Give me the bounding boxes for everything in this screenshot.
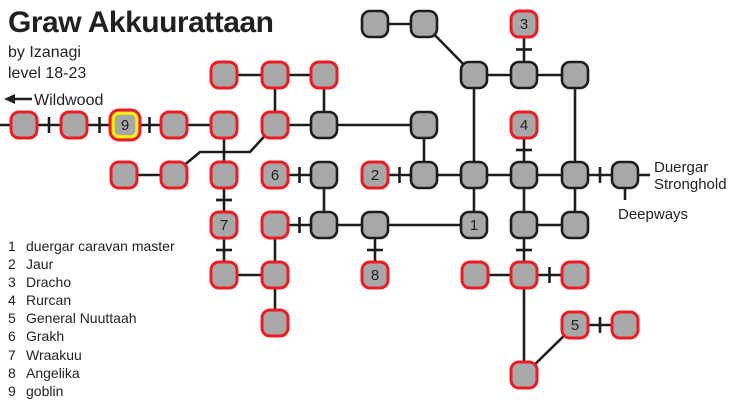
legend-item-number: 4 <box>8 292 16 309</box>
room <box>560 60 590 90</box>
room <box>309 60 339 90</box>
room <box>159 110 189 140</box>
legend-item-name: goblin <box>26 382 64 399</box>
label-wildwood: Wildwood <box>34 92 103 109</box>
room-number-label: 5 <box>571 317 579 334</box>
room <box>610 310 640 340</box>
legend: 1 duergar caravan master 2 Jaur 3 Dracho 4 Rurc… <box>8 237 175 400</box>
room-2 <box>360 160 390 190</box>
room-number-label: 2 <box>371 167 379 184</box>
room <box>260 110 290 140</box>
room-number-label: 3 <box>520 16 528 33</box>
room <box>459 160 489 190</box>
legend-item-number: 1 <box>8 238 16 254</box>
room <box>360 210 390 240</box>
room <box>509 360 539 390</box>
legend-item-name: Jaur <box>26 256 54 273</box>
room-6 <box>260 160 290 190</box>
label-duergar-1: Duergar <box>654 159 708 176</box>
room <box>509 60 539 90</box>
legend-item-name: Grakh <box>26 328 65 345</box>
legend-item-number: 8 <box>8 364 16 381</box>
room <box>159 160 189 190</box>
room-1 <box>459 210 489 240</box>
legend-item: 8 Angelika <box>8 364 175 382</box>
label-duergar-2: Stronghold <box>654 176 727 193</box>
map-author: by Izanagi <box>8 44 81 61</box>
room-number-label: 6 <box>271 167 279 184</box>
room-number-label: 9 <box>121 117 129 134</box>
room-5 <box>560 310 590 340</box>
legend-item-number: 5 <box>8 310 16 327</box>
room <box>260 308 290 338</box>
room <box>509 260 539 290</box>
legend-item: 1 duergar caravan master <box>8 237 175 255</box>
room-7 <box>209 210 239 240</box>
legend-item-name: Dracho <box>26 274 72 291</box>
room <box>309 160 339 190</box>
bent-corridor <box>175 128 272 173</box>
room <box>109 160 139 190</box>
legend-item-name: General Nuuttaah <box>26 310 137 327</box>
room <box>209 60 239 90</box>
legend-item: 2 Jaur <box>8 255 175 273</box>
room-4 <box>509 110 539 140</box>
room <box>509 160 539 190</box>
legend-item-number: 9 <box>8 382 16 399</box>
legend-item-number: 6 <box>8 328 16 345</box>
room <box>209 160 239 190</box>
room <box>409 160 439 190</box>
room-8 <box>360 260 390 290</box>
room <box>459 60 489 90</box>
room <box>209 110 239 140</box>
legend-item: 6 Grakh <box>8 327 175 345</box>
room <box>560 210 590 240</box>
room-3 <box>509 9 539 39</box>
wildwood-arrow-head <box>4 94 15 104</box>
room-9 <box>108 108 142 142</box>
legend-item: 9 goblin <box>8 382 175 400</box>
room-number-label: 8 <box>371 267 379 284</box>
room <box>509 210 539 240</box>
room <box>260 210 290 240</box>
room-number-label: 7 <box>220 217 228 234</box>
room <box>560 260 590 290</box>
legend-item: 3 Dracho <box>8 273 175 291</box>
legend-item-number: 7 <box>8 346 16 363</box>
legend-item-number: 2 <box>8 256 16 273</box>
legend-item: 5 General Nuuttaah <box>8 309 175 327</box>
room <box>260 260 290 290</box>
legend-item-number: 3 <box>8 274 16 291</box>
goblin-room-yellow-ring <box>111 111 139 139</box>
room <box>209 260 239 290</box>
room <box>59 110 89 140</box>
map-header: Graw Akkuurattaan by Izanagi level 18-23 <box>8 4 274 84</box>
room <box>360 9 390 39</box>
room <box>409 110 439 140</box>
legend-item-name: duergar caravan master <box>26 238 175 254</box>
legend-item-name: Wraakuu <box>26 346 82 363</box>
room <box>309 210 339 240</box>
room <box>560 160 590 190</box>
room <box>610 160 640 190</box>
room <box>460 260 490 290</box>
room <box>260 60 290 90</box>
room <box>9 110 39 140</box>
label-deepways: Deepways <box>618 206 688 223</box>
room <box>309 110 339 140</box>
room <box>409 9 439 39</box>
room-number-label: 4 <box>520 117 528 134</box>
legend-item-name: Rurcan <box>26 292 72 309</box>
room-number-label: 1 <box>470 217 478 234</box>
page-title: Graw Akkuurattaan <box>8 6 274 39</box>
legend-item: 7 Wraakuu <box>8 346 175 364</box>
map-level-range: level 18-23 <box>8 65 87 82</box>
legend-item: 4 Rurcan <box>8 291 175 309</box>
legend-item-name: Angelika <box>26 364 80 381</box>
